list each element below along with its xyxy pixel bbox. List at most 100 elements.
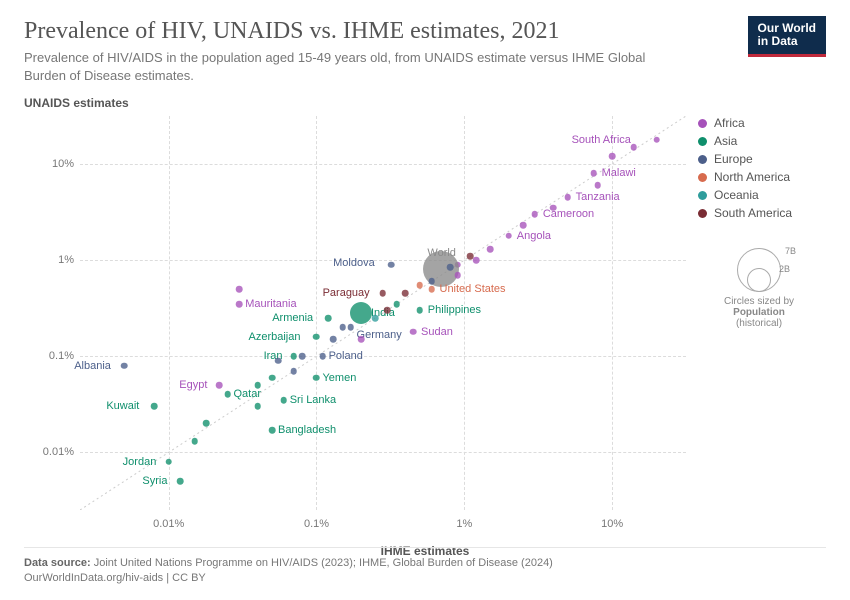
chart-footer: Data source: Joint United Nations Progra… bbox=[24, 547, 826, 586]
legend-label: Oceania bbox=[714, 188, 759, 202]
point-label: Moldova bbox=[333, 257, 375, 269]
data-point[interactable] bbox=[428, 278, 435, 285]
size-caption-3: (historical) bbox=[704, 318, 814, 329]
data-point[interactable] bbox=[177, 478, 184, 485]
legend-swatch bbox=[698, 209, 707, 218]
data-point[interactable] bbox=[372, 315, 379, 322]
data-point[interactable] bbox=[319, 353, 326, 360]
legend-label: Asia bbox=[714, 134, 737, 148]
link-line: OurWorldInData.org/hiv-aids | CC BY bbox=[24, 571, 826, 586]
x-tick-label: 0.01% bbox=[153, 518, 184, 530]
point-label: Sudan bbox=[421, 326, 453, 338]
data-point[interactable] bbox=[269, 374, 276, 381]
gridline-h bbox=[80, 260, 686, 261]
data-point[interactable] bbox=[358, 336, 365, 343]
data-point[interactable] bbox=[630, 144, 637, 151]
data-point[interactable] bbox=[350, 302, 372, 324]
data-point[interactable] bbox=[313, 333, 320, 340]
data-point[interactable] bbox=[121, 362, 128, 369]
data-point[interactable] bbox=[447, 264, 454, 271]
data-point[interactable] bbox=[454, 272, 461, 279]
scatter-plot[interactable]: AfricaAsiaEuropeNorth AmericaOceaniaSout… bbox=[80, 116, 686, 510]
legend-item[interactable]: Oceania bbox=[698, 188, 816, 202]
size-label-inner: 2B bbox=[779, 264, 790, 274]
data-point[interactable] bbox=[330, 336, 337, 343]
legend-item[interactable]: Africa bbox=[698, 116, 816, 130]
data-point[interactable] bbox=[410, 328, 417, 335]
data-point[interactable] bbox=[216, 382, 223, 389]
data-point[interactable] bbox=[379, 290, 386, 297]
point-label: Syria bbox=[142, 475, 167, 487]
data-point[interactable] bbox=[564, 194, 571, 201]
data-point[interactable] bbox=[347, 324, 354, 331]
data-point[interactable] bbox=[487, 246, 494, 253]
chart-header: Our World in Data Prevalence of HIV, UNA… bbox=[0, 0, 850, 92]
data-point[interactable] bbox=[290, 353, 297, 360]
data-point[interactable] bbox=[191, 438, 198, 445]
size-label-outer: 7B bbox=[785, 246, 796, 256]
data-point[interactable] bbox=[325, 315, 332, 322]
legend-label: South America bbox=[714, 206, 792, 220]
legend-item[interactable]: Asia bbox=[698, 134, 816, 148]
x-tick-label: 10% bbox=[601, 518, 623, 530]
chart-subtitle: Prevalence of HIV/AIDS in the population… bbox=[24, 49, 664, 84]
data-point[interactable] bbox=[203, 420, 210, 427]
data-point[interactable] bbox=[165, 458, 172, 465]
gridline-h bbox=[80, 164, 686, 165]
data-point[interactable] bbox=[224, 391, 231, 398]
data-point[interactable] bbox=[550, 205, 557, 212]
y-tick-label: 0.01% bbox=[30, 446, 74, 458]
data-point[interactable] bbox=[428, 286, 435, 293]
legend-item[interactable]: South America bbox=[698, 206, 816, 220]
point-label: Egypt bbox=[179, 379, 207, 391]
data-point[interactable] bbox=[417, 307, 424, 314]
data-point[interactable] bbox=[532, 211, 539, 218]
point-label: Azerbaijan bbox=[248, 331, 300, 343]
data-point[interactable] bbox=[388, 261, 395, 268]
legend-swatch bbox=[698, 137, 707, 146]
data-point[interactable] bbox=[236, 286, 243, 293]
legend-label: Europe bbox=[714, 152, 753, 166]
data-point[interactable] bbox=[594, 182, 601, 189]
legend-swatch bbox=[698, 191, 707, 200]
data-point[interactable] bbox=[609, 153, 616, 160]
x-tick-label: 1% bbox=[456, 518, 472, 530]
data-source-line: Data source: Joint United Nations Progra… bbox=[24, 556, 826, 571]
data-point[interactable] bbox=[402, 290, 409, 297]
point-label: Malawi bbox=[602, 167, 636, 179]
gridline-v bbox=[316, 116, 317, 510]
data-point[interactable] bbox=[417, 282, 424, 289]
chart-title: Prevalence of HIV, UNAIDS vs. IHME estim… bbox=[24, 18, 826, 45]
data-point[interactable] bbox=[236, 301, 243, 308]
data-point[interactable] bbox=[254, 403, 261, 410]
legend-item[interactable]: Europe bbox=[698, 152, 816, 166]
data-point[interactable] bbox=[520, 222, 527, 229]
y-tick-label: 10% bbox=[30, 158, 74, 170]
data-point[interactable] bbox=[269, 427, 276, 434]
point-label: Kuwait bbox=[106, 400, 139, 412]
data-point[interactable] bbox=[280, 397, 287, 404]
data-point[interactable] bbox=[151, 403, 158, 410]
data-point[interactable] bbox=[394, 301, 401, 308]
legend-item[interactable]: North America bbox=[698, 170, 816, 184]
point-label: Angola bbox=[517, 230, 551, 242]
data-point[interactable] bbox=[275, 357, 282, 364]
data-point[interactable] bbox=[384, 307, 391, 314]
legend-swatch bbox=[698, 119, 707, 128]
legend-label: North America bbox=[714, 170, 790, 184]
data-point[interactable] bbox=[313, 374, 320, 381]
gridline-h bbox=[80, 452, 686, 453]
data-point[interactable] bbox=[290, 368, 297, 375]
data-point[interactable] bbox=[467, 253, 474, 260]
data-source-text: Joint United Nations Programme on HIV/AI… bbox=[91, 557, 553, 569]
legend-label: Africa bbox=[714, 116, 745, 130]
data-point[interactable] bbox=[653, 136, 660, 143]
data-point[interactable] bbox=[505, 232, 512, 239]
point-label: Mauritania bbox=[245, 298, 296, 310]
data-point[interactable] bbox=[299, 353, 306, 360]
point-label: Philippines bbox=[428, 304, 481, 316]
size-legend: 7B2B Circles sized by Population (histor… bbox=[704, 246, 814, 329]
data-point[interactable] bbox=[254, 382, 261, 389]
data-point[interactable] bbox=[339, 324, 346, 331]
data-point[interactable] bbox=[590, 170, 597, 177]
